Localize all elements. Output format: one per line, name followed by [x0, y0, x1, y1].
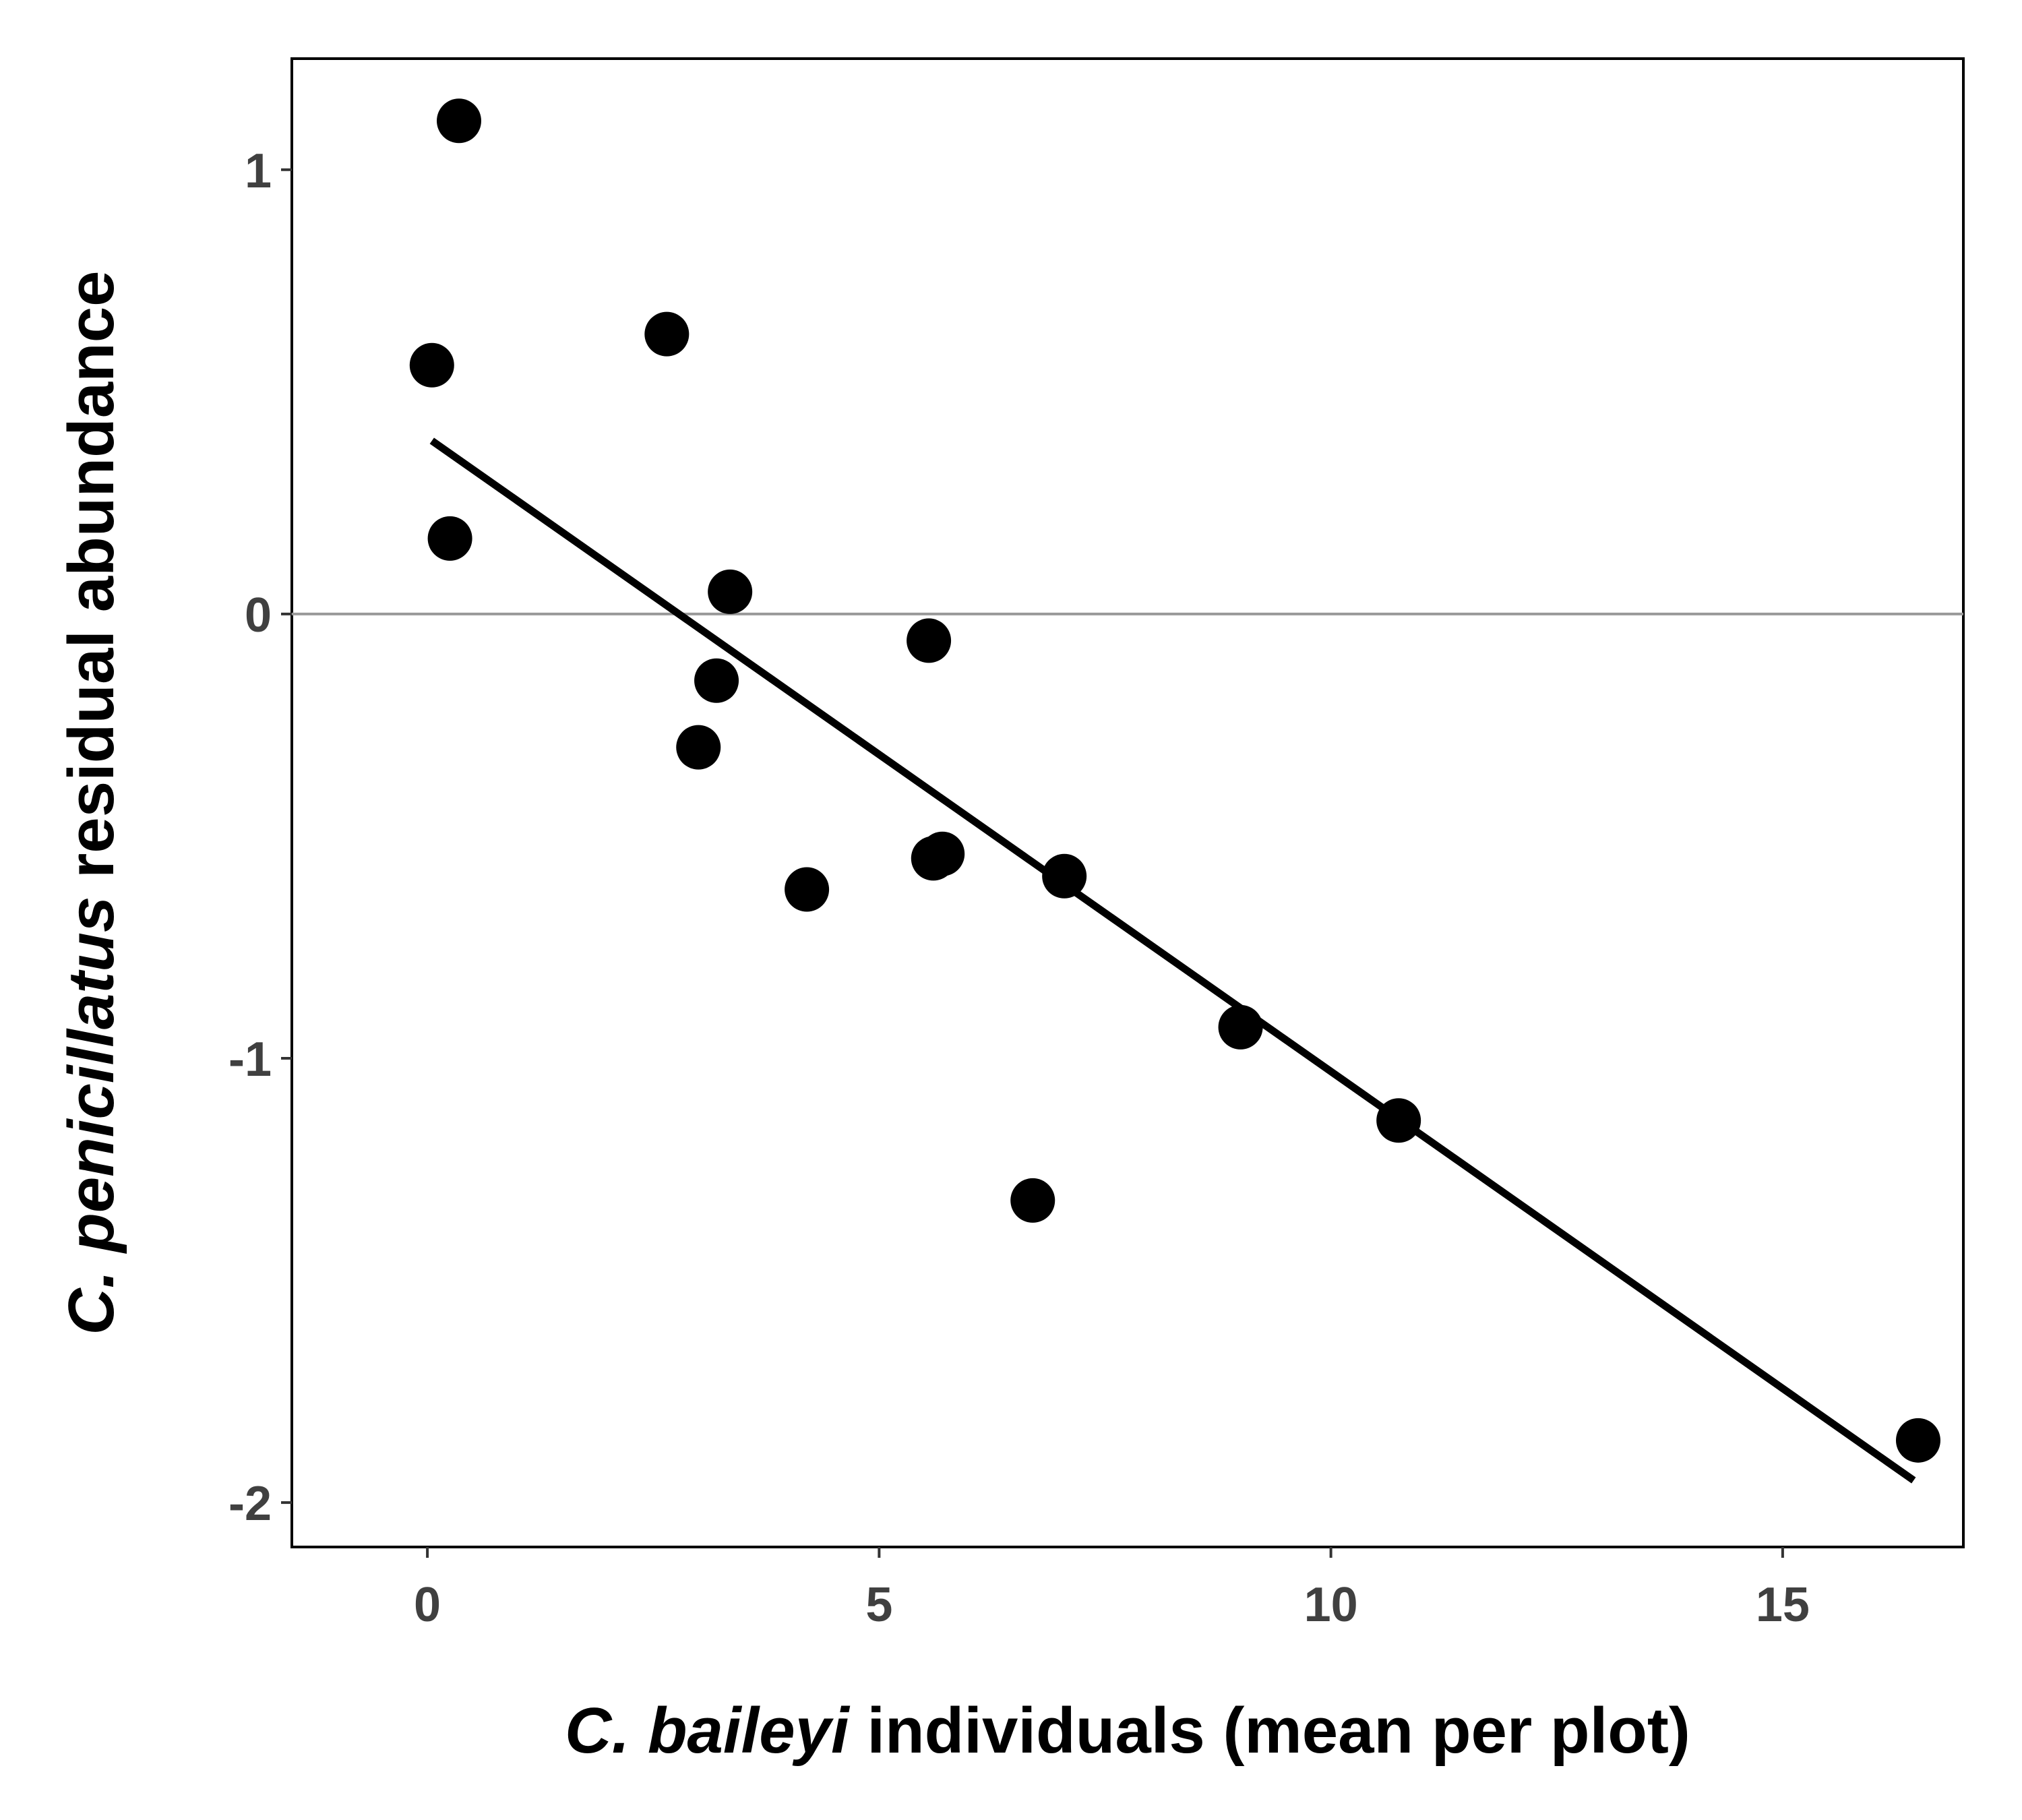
data-point-12: [1218, 1004, 1263, 1050]
x-axis-title: C. baileyi individuals (mean per plot): [565, 1695, 1690, 1767]
data-point-11: [785, 867, 830, 912]
y-axis-title-italic: C. penicillatus: [55, 897, 127, 1335]
x-axis-title-italic: C. baileyi: [565, 1695, 851, 1767]
x-tick-label-0: 0: [414, 1578, 441, 1632]
plot-panel: [290, 57, 1965, 1548]
data-point-10: [1042, 853, 1087, 899]
data-point-0: [437, 98, 481, 144]
data-point-15: [1895, 1418, 1940, 1463]
regression-line: [429, 437, 1916, 1484]
x-tick-label-2: 10: [1304, 1578, 1358, 1632]
y-tick-label-2: -1: [228, 1033, 272, 1087]
data-point-7: [676, 725, 721, 770]
data-point-4: [708, 569, 753, 614]
x-tick-label-3: 15: [1756, 1578, 1810, 1632]
data-point-14: [1010, 1178, 1055, 1223]
data-point-1: [409, 342, 454, 388]
y-tick-label-1: 0: [245, 588, 272, 642]
y-tick-label-0: 1: [245, 144, 272, 198]
data-point-3: [427, 516, 472, 561]
data-point-9: [920, 831, 965, 876]
y-tick-label-3: -2: [228, 1477, 272, 1531]
data-point-2: [644, 311, 690, 357]
y-axis-ticks: 1 0 -1 -2: [228, 144, 292, 1531]
data-point-13: [1376, 1098, 1421, 1143]
x-axis-ticks: 0 5 10 15: [414, 1547, 1810, 1632]
data-point-5: [907, 618, 952, 663]
y-axis-title: C. penicillatus residual abundance: [55, 270, 127, 1335]
x-tick-label-1: 5: [865, 1578, 892, 1632]
y-axis-title-rest: residual abundance: [55, 270, 127, 896]
x-axis-title-rest: individuals (mean per plot): [849, 1695, 1690, 1767]
data-points: [409, 98, 1940, 1463]
data-point-6: [694, 658, 739, 703]
